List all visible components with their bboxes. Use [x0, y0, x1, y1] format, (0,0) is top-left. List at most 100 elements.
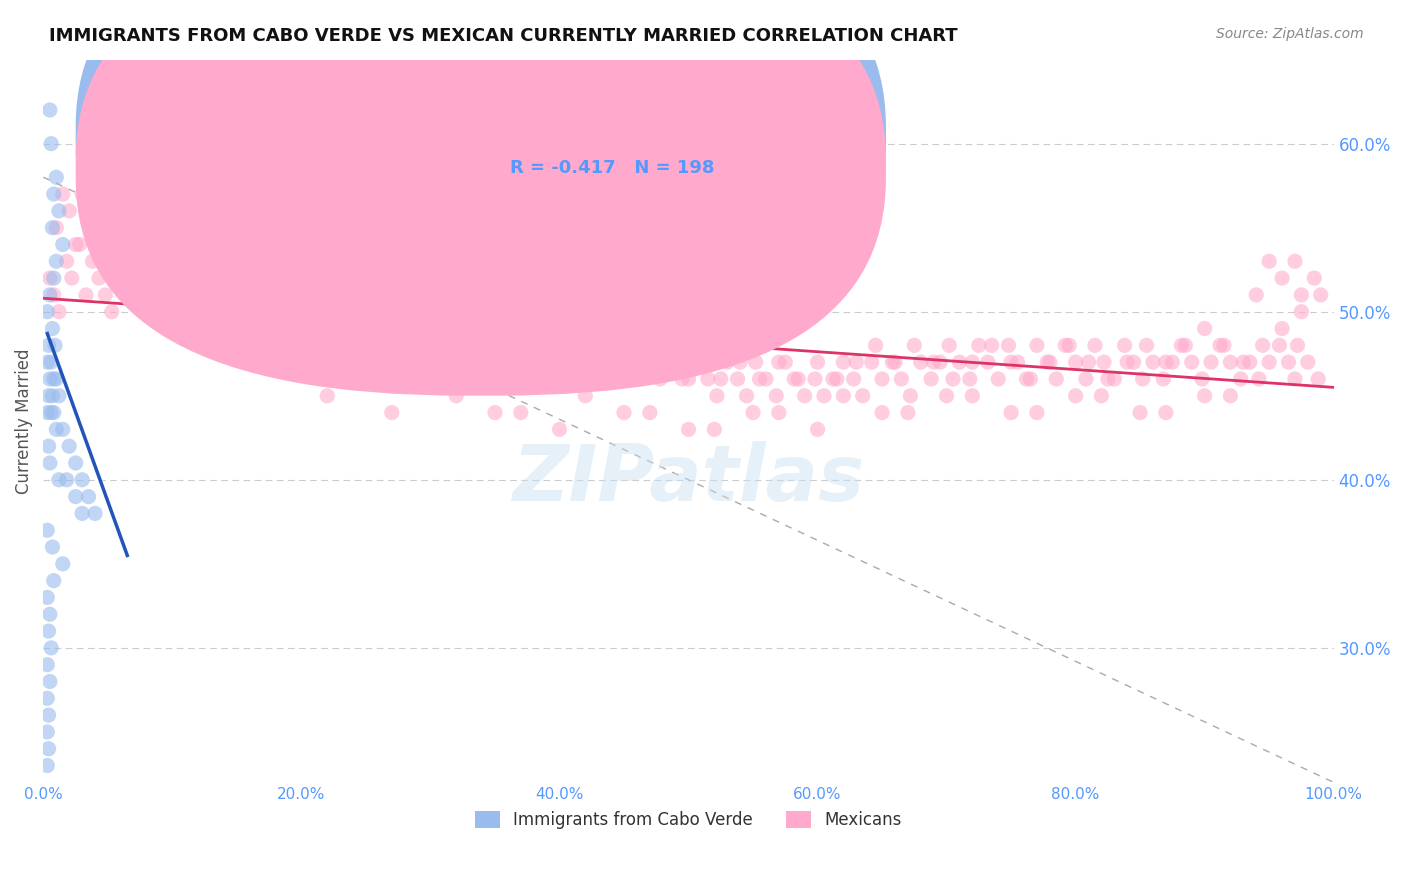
Point — [910, 355, 932, 369]
Point — [1000, 355, 1022, 369]
Point — [842, 372, 865, 386]
Point — [765, 389, 787, 403]
Text: Source: ZipAtlas.com: Source: ZipAtlas.com — [1216, 27, 1364, 41]
Point — [39, 355, 62, 369]
Point — [787, 372, 810, 386]
Point — [1084, 338, 1107, 352]
Point — [42, 372, 65, 386]
Point — [245, 288, 267, 302]
Point — [678, 372, 700, 386]
Point — [1291, 288, 1313, 302]
Point — [1064, 355, 1087, 369]
Y-axis label: Currently Married: Currently Married — [15, 348, 32, 494]
Point — [959, 372, 981, 386]
Point — [613, 406, 636, 420]
Point — [280, 288, 302, 302]
Point — [239, 271, 262, 285]
Point — [962, 355, 984, 369]
Point — [703, 422, 725, 436]
Point — [523, 338, 546, 352]
Point — [426, 304, 449, 318]
Point — [1129, 406, 1152, 420]
Point — [1122, 355, 1144, 369]
Point — [110, 254, 132, 268]
Point — [155, 271, 177, 285]
Point — [242, 321, 264, 335]
Point — [806, 422, 828, 436]
Point — [84, 220, 107, 235]
Point — [39, 640, 62, 655]
Point — [650, 372, 672, 386]
Point — [980, 338, 1002, 352]
Point — [1019, 372, 1042, 386]
Point — [710, 372, 733, 386]
Point — [399, 304, 422, 318]
Point — [180, 237, 202, 252]
Point — [804, 372, 827, 386]
Point — [361, 321, 384, 335]
Point — [125, 254, 148, 268]
Point — [103, 220, 125, 235]
Point — [477, 338, 499, 352]
Point — [571, 338, 593, 352]
Point — [122, 237, 145, 252]
Point — [37, 691, 59, 706]
Point — [456, 321, 478, 335]
Text: R = -0.417   N = 198: R = -0.417 N = 198 — [510, 159, 716, 177]
Point — [224, 271, 246, 285]
Point — [484, 321, 506, 335]
FancyBboxPatch shape — [76, 0, 886, 363]
Point — [135, 271, 157, 285]
Point — [70, 473, 93, 487]
Point — [494, 338, 516, 352]
Point — [301, 321, 323, 335]
Point — [75, 288, 97, 302]
Point — [574, 389, 596, 403]
Point — [257, 254, 280, 268]
Point — [793, 389, 815, 403]
Point — [845, 355, 868, 369]
Point — [44, 338, 66, 352]
Point — [55, 473, 77, 487]
Point — [1291, 304, 1313, 318]
Point — [690, 355, 713, 369]
Point — [107, 271, 129, 285]
Point — [696, 372, 718, 386]
Point — [922, 355, 945, 369]
Point — [1258, 254, 1281, 268]
Point — [536, 338, 558, 352]
Point — [1181, 355, 1204, 369]
Point — [94, 288, 117, 302]
Point — [200, 254, 222, 268]
Point — [42, 574, 65, 588]
Point — [264, 338, 287, 352]
Point — [806, 355, 828, 369]
Point — [1229, 372, 1251, 386]
Point — [219, 237, 242, 252]
Point — [1191, 372, 1213, 386]
Point — [638, 406, 661, 420]
Point — [37, 406, 59, 420]
Point — [129, 271, 152, 285]
Point — [1308, 372, 1330, 386]
Point — [865, 338, 887, 352]
Point — [52, 557, 75, 571]
Point — [37, 657, 59, 672]
Point — [77, 203, 100, 218]
Point — [446, 338, 468, 352]
Point — [744, 355, 766, 369]
Point — [45, 422, 67, 436]
Point — [1132, 372, 1154, 386]
Point — [832, 355, 855, 369]
Point — [1057, 338, 1080, 352]
Point — [284, 304, 307, 318]
Point — [42, 271, 65, 285]
Point — [496, 355, 519, 369]
Point — [1097, 372, 1119, 386]
Point — [1015, 372, 1038, 386]
Point — [783, 372, 806, 386]
Point — [1277, 355, 1299, 369]
Point — [204, 304, 226, 318]
Point — [58, 203, 80, 218]
Point — [84, 187, 107, 202]
